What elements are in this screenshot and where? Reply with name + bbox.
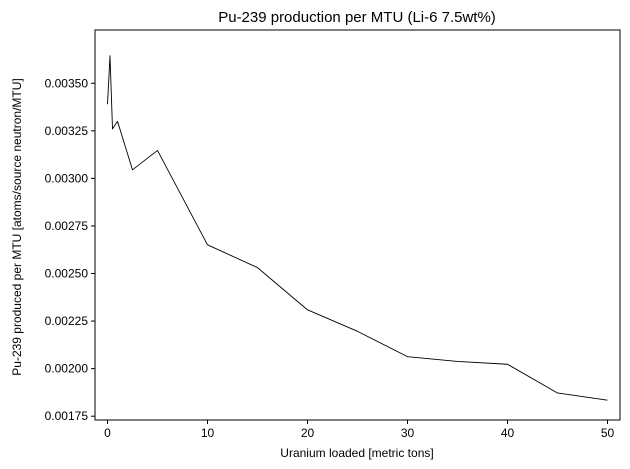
plot-frame bbox=[94, 29, 621, 421]
x-tick-label: 10 bbox=[201, 426, 215, 440]
y-axis: 0.00175 0.00200 0.00225 0.00250 0.00275 0.003… bbox=[45, 76, 95, 423]
y-tick-label: 0.00325 bbox=[45, 124, 89, 138]
y-tick-label: 0.00225 bbox=[45, 314, 89, 328]
y-axis-label: Pu-239 produced per MTU [atoms/source ne… bbox=[10, 78, 24, 375]
x-tick-label: 0 bbox=[104, 426, 111, 440]
x-tick-label: 30 bbox=[401, 426, 415, 440]
chart-title: Pu-239 production per MTU (Li-6 7.5wt%) bbox=[218, 9, 496, 26]
y-tick-label: 0.00250 bbox=[45, 267, 89, 281]
y-tick-label: 0.00350 bbox=[45, 76, 89, 90]
y-tick-label: 0.00200 bbox=[45, 362, 89, 376]
x-tick-label: 50 bbox=[601, 426, 615, 440]
plot-area bbox=[94, 29, 621, 421]
x-axis-label: Uranium loaded [metric tons] bbox=[280, 446, 433, 460]
x-tick-label: 20 bbox=[301, 426, 315, 440]
y-tick-label: 0.00275 bbox=[45, 219, 89, 233]
x-tick-label: 40 bbox=[501, 426, 515, 440]
series-line bbox=[107, 55, 608, 401]
series-layer bbox=[107, 55, 608, 401]
y-tick-label: 0.00175 bbox=[45, 409, 89, 423]
x-axis: 0 10 20 30 40 50 bbox=[104, 420, 614, 440]
y-tick-label: 0.00300 bbox=[45, 171, 89, 185]
